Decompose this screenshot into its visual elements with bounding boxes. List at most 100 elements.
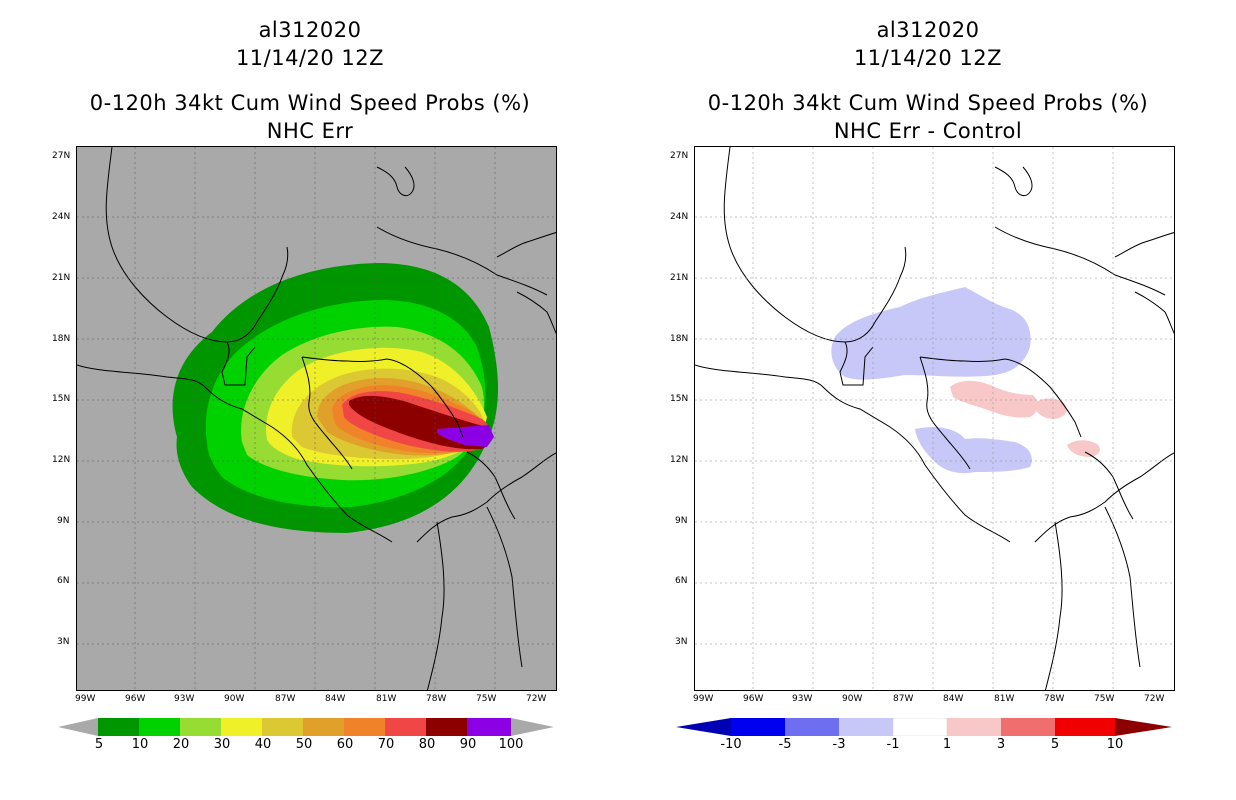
lon-label: 99W — [693, 694, 714, 704]
lat-label: 6N — [675, 576, 688, 586]
lat-label: 18N — [52, 334, 71, 344]
lat-label: 3N — [57, 637, 70, 647]
lat-label: 9N — [675, 516, 688, 526]
colorbar-label: 30 — [213, 737, 231, 752]
lon-label: 93W — [792, 694, 813, 704]
colorbar-swatch — [1001, 718, 1055, 736]
right-coastlines — [695, 147, 1174, 690]
colorbar-label: -5 — [778, 737, 792, 752]
lon-label: 90W — [224, 694, 245, 704]
colorbar-label: 100 — [498, 737, 524, 752]
colorbar-label: 70 — [377, 737, 395, 752]
colorbar-label: 90 — [459, 737, 477, 752]
colorbar-label: -3 — [832, 737, 846, 752]
colorbar-label: 1 — [942, 737, 952, 752]
right-difference-map — [694, 146, 1175, 691]
left-storm-id: al312020 — [258, 18, 362, 42]
lon-label: 87W — [275, 694, 296, 704]
colorbar-swatch — [467, 718, 511, 736]
positive-diff-b — [1033, 398, 1067, 419]
lon-label: 78W — [1044, 694, 1065, 704]
colorbar-label: -10 — [720, 737, 742, 752]
colorbar-label: 60 — [336, 737, 354, 752]
colorbar-label: 20 — [172, 737, 190, 752]
lat-label: 12N — [52, 455, 71, 465]
lon-label: 93W — [174, 694, 195, 704]
lon-label: 84W — [943, 694, 964, 704]
left-subtitle: NHC Err — [266, 119, 354, 143]
colorbar-swatch — [344, 718, 385, 736]
colorbar-label: 5 — [1050, 737, 1060, 752]
lon-label: 90W — [842, 694, 863, 704]
colorbar-label: 3 — [996, 737, 1006, 752]
colorbar-left-arrow — [58, 718, 98, 736]
lat-label: 18N — [670, 334, 689, 344]
right-diff-contours — [831, 287, 1100, 474]
lat-label: 12N — [670, 455, 689, 465]
colorbar-label: 5 — [94, 737, 104, 752]
colorbar-label: 10 — [131, 737, 149, 752]
colorbar-swatch — [98, 718, 139, 736]
colorbar-swatch — [303, 718, 344, 736]
lat-label: 24N — [670, 212, 689, 222]
colorbar-right-arrow — [1115, 718, 1172, 736]
right-datetime: 11/14/20 12Z — [853, 46, 1003, 70]
lon-label: 72W — [1144, 694, 1165, 704]
colorbar-swatch — [180, 718, 221, 736]
contour-90 — [437, 425, 494, 447]
left-colorbar — [58, 718, 554, 736]
colorbar-swatch — [892, 717, 948, 737]
colorbar-swatch — [262, 718, 303, 736]
positive-diff-c — [1067, 440, 1100, 457]
lat-label: 27N — [52, 151, 71, 161]
colorbar-swatch — [947, 718, 1001, 736]
lat-label: 21N — [670, 273, 689, 283]
lat-label: 9N — [57, 516, 70, 526]
colorbar-right-arrow — [511, 718, 554, 736]
lat-label: 6N — [57, 576, 70, 586]
colorbar-label: -1 — [886, 737, 900, 752]
colorbar-swatch — [385, 718, 426, 736]
colorbar-swatch — [1055, 718, 1115, 736]
negative-diff-south — [915, 427, 1032, 474]
lon-label: 99W — [75, 694, 96, 704]
right-product-title: 0-120h 34kt Cum Wind Speed Probs (%) — [707, 91, 1149, 115]
colorbar-label: 80 — [418, 737, 436, 752]
colorbar-swatch — [839, 718, 893, 736]
left-product-title: 0-120h 34kt Cum Wind Speed Probs (%) — [89, 91, 531, 115]
colorbar-swatch — [221, 718, 262, 736]
lon-label: 96W — [743, 694, 764, 704]
lon-label: 75W — [1094, 694, 1115, 704]
lat-label: 3N — [675, 637, 688, 647]
colorbar-label: 40 — [254, 737, 272, 752]
left-coastlines — [77, 147, 556, 690]
left-probability-map — [76, 146, 557, 691]
lon-label: 96W — [125, 694, 146, 704]
colorbar-label: 10 — [1106, 737, 1124, 752]
lat-label: 15N — [670, 394, 689, 404]
colorbar-label: 50 — [295, 737, 313, 752]
right-colorbar — [676, 717, 1172, 737]
right-subtitle: NHC Err - Control — [833, 119, 1023, 143]
lon-label: 87W — [893, 694, 914, 704]
right-storm-id: al312020 — [876, 18, 980, 42]
lat-label: 27N — [670, 151, 689, 161]
negative-diff-north — [831, 287, 1031, 380]
lon-label: 75W — [476, 694, 497, 704]
colorbar-swatch — [785, 718, 839, 736]
colorbar-left-arrow — [676, 718, 731, 736]
colorbar-swatch — [426, 718, 467, 736]
left-prob-contours — [172, 263, 499, 533]
lon-label: 78W — [426, 694, 447, 704]
colorbar-swatch — [731, 718, 785, 736]
positive-diff-a — [950, 380, 1038, 418]
lon-label: 81W — [994, 694, 1015, 704]
lon-label: 72W — [526, 694, 547, 704]
lat-label: 21N — [52, 273, 71, 283]
lat-label: 15N — [52, 394, 71, 404]
lat-label: 24N — [52, 212, 71, 222]
lon-label: 84W — [325, 694, 346, 704]
colorbar-swatch — [139, 718, 180, 736]
left-datetime: 11/14/20 12Z — [235, 46, 385, 70]
lon-label: 81W — [376, 694, 397, 704]
